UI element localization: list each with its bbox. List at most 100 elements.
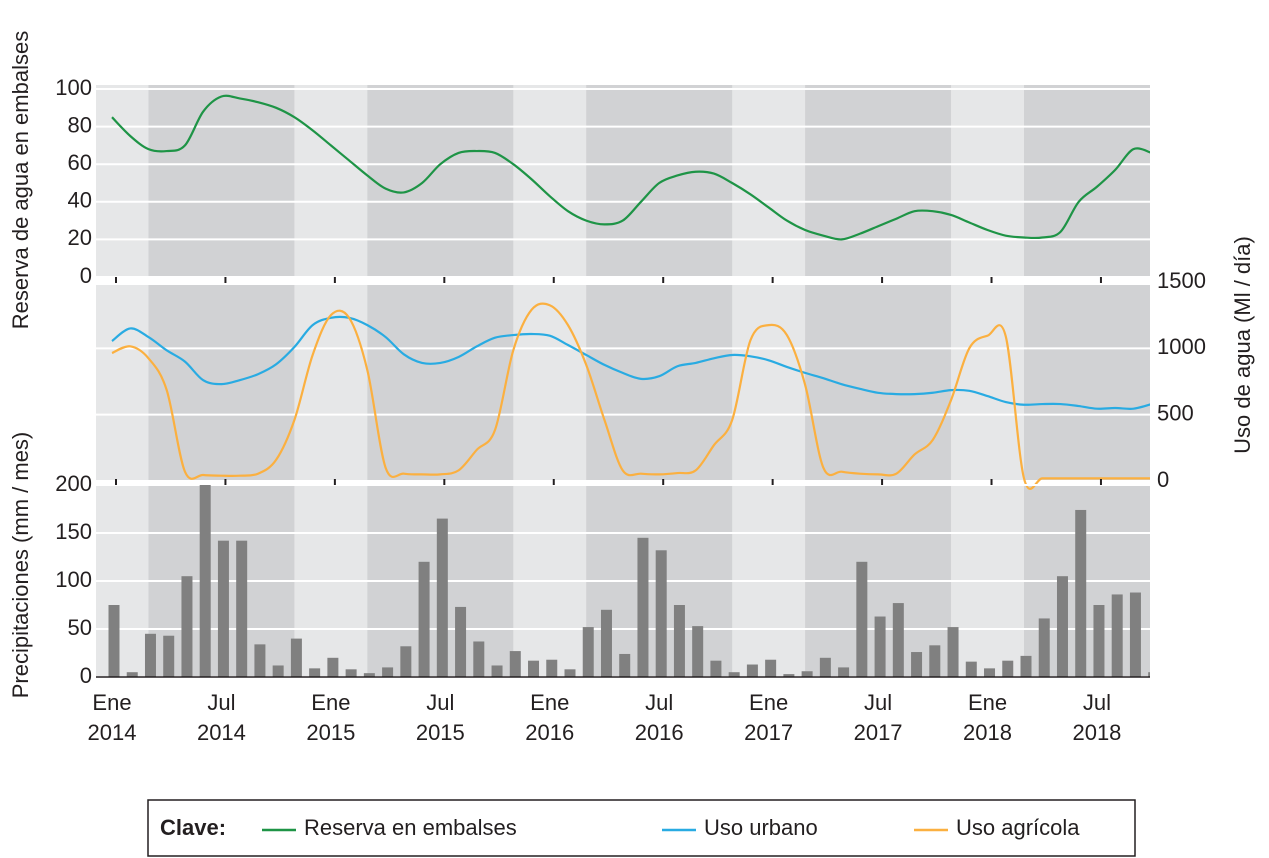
bar	[327, 657, 339, 677]
bar	[838, 667, 850, 677]
bar	[436, 518, 448, 677]
y-tick-label: 0	[80, 663, 92, 688]
bar	[1148, 672, 1150, 677]
y2-tick-label: 500	[1157, 400, 1194, 425]
x-tick-label: Jul 2018	[1072, 690, 1122, 745]
bar	[1002, 660, 1014, 677]
bar	[473, 641, 485, 677]
legend-label: Uso urbano	[704, 815, 818, 840]
bar	[619, 653, 631, 677]
y-tick-label: 40	[68, 188, 92, 213]
y2-tick-label: 1000	[1157, 334, 1206, 359]
bar	[1075, 509, 1087, 677]
line	[111, 315, 1150, 410]
bar	[272, 665, 284, 677]
bar	[582, 627, 594, 677]
bar	[163, 635, 175, 677]
bar	[491, 665, 503, 677]
bar	[126, 672, 138, 677]
y-tick-label: 200	[55, 471, 92, 496]
season-band	[148, 285, 295, 480]
axis-title: Uso de agua (Ml / día)	[1230, 236, 1255, 454]
bar	[637, 537, 649, 677]
season-band	[805, 85, 952, 277]
season-band	[1024, 85, 1150, 277]
bar	[892, 603, 904, 677]
x-tick-label: Jul 2014	[196, 690, 246, 745]
bar	[254, 644, 266, 677]
legend-label: Reserva en embalses	[304, 815, 517, 840]
line	[111, 302, 1150, 490]
bar	[874, 616, 886, 677]
bar	[418, 561, 430, 677]
bar	[1056, 576, 1068, 677]
x-tick-label: Ene 2016	[525, 690, 575, 745]
bar	[309, 668, 321, 677]
season-band	[1024, 285, 1150, 480]
x-tick-label: Jul 2016	[634, 690, 684, 745]
y-tick-label: 0	[80, 263, 92, 288]
bar	[144, 633, 156, 677]
bar	[290, 638, 302, 677]
y-tick-label: 20	[68, 225, 92, 250]
bar	[382, 667, 394, 677]
bar	[345, 669, 357, 677]
bar	[692, 626, 704, 677]
bar	[236, 540, 248, 677]
season-band	[586, 85, 733, 277]
x-tick-label: Ene 2017	[744, 690, 794, 745]
y2-tick-label: 1500	[1157, 268, 1206, 293]
x-tick-label: Ene 2014	[87, 690, 137, 745]
bar	[1129, 592, 1141, 677]
bar	[1093, 605, 1105, 677]
bar	[1020, 655, 1032, 677]
bar	[929, 645, 941, 677]
bar	[819, 657, 831, 677]
bar	[947, 627, 959, 677]
bar	[856, 561, 868, 677]
bar	[783, 674, 795, 677]
bar	[509, 651, 521, 677]
season-band	[586, 285, 733, 480]
season-band	[367, 85, 514, 277]
y-tick-label: 80	[68, 112, 92, 137]
bar	[546, 659, 558, 677]
y-tick-label: 100	[55, 567, 92, 592]
y-tick-label: 150	[55, 519, 92, 544]
legend-title: Clave:	[160, 815, 226, 840]
x-tick-label: Ene 2018	[963, 690, 1012, 745]
season-band	[148, 85, 295, 277]
y-tick-label: 60	[68, 150, 92, 175]
bar	[911, 652, 923, 677]
line	[111, 94, 1150, 241]
x-tick-label: Jul 2015	[415, 690, 465, 745]
bar	[765, 659, 777, 677]
bar	[600, 609, 612, 677]
bar	[217, 540, 229, 677]
bar	[801, 671, 813, 677]
bar	[400, 646, 412, 677]
bar	[673, 605, 685, 677]
season-band	[805, 285, 952, 480]
x-tick-label: Ene 2015	[306, 690, 356, 745]
season-band	[367, 285, 514, 480]
axis-title: Precipitaciones (mm / mes)	[8, 432, 33, 699]
bar	[655, 550, 667, 677]
legend-box	[147, 799, 1136, 857]
y2-tick-label: 0	[1157, 467, 1169, 492]
bar	[108, 605, 120, 677]
bar	[564, 669, 576, 677]
x-tick-label: Jul 2017	[853, 690, 903, 745]
bar	[455, 606, 467, 677]
legend-label: Uso agrícola	[956, 815, 1080, 840]
axis-title: Reserva de agua en embalses	[8, 31, 33, 329]
bar	[363, 673, 375, 677]
bar	[1111, 594, 1123, 677]
bar	[710, 660, 722, 677]
bar	[199, 485, 211, 677]
y-tick-label: 100	[55, 75, 92, 100]
bar	[528, 660, 540, 677]
bar	[728, 672, 740, 677]
